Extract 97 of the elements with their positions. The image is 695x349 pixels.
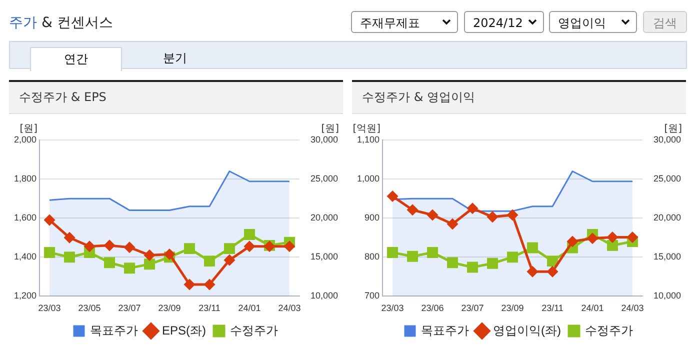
point <box>184 243 195 254</box>
point <box>124 242 135 253</box>
point <box>124 262 135 274</box>
y-tick-label: 1,200 <box>14 290 37 301</box>
y-axis-title: [원] <box>20 124 38 135</box>
point <box>204 256 215 267</box>
y2-tick-label: 30,000 <box>310 134 338 144</box>
point <box>527 266 538 277</box>
point <box>527 242 538 254</box>
point <box>387 190 398 202</box>
point <box>487 212 498 222</box>
y-tick-label: 1,100 <box>356 134 380 144</box>
point <box>547 266 558 277</box>
y-axis-title: [억원] <box>352 124 381 135</box>
point <box>184 279 195 290</box>
y2-tick-label: 30,000 <box>653 134 682 144</box>
point <box>104 240 115 251</box>
y-tick-label: 1,800 <box>14 174 37 184</box>
point <box>244 229 255 240</box>
y-tick-label: 2,000 <box>14 134 37 144</box>
chart-title: 수정주가 & EPS <box>9 82 343 114</box>
point <box>507 210 518 220</box>
y-tick-label: 1,400 <box>14 252 37 262</box>
y2-axis-title: [원] <box>321 124 340 135</box>
x-tick-label: 23/05 <box>78 303 101 314</box>
y-tick-label: 1,000 <box>356 174 380 184</box>
point <box>224 243 235 254</box>
point <box>204 279 215 290</box>
x-tick-label: 24/01 <box>238 303 261 314</box>
point <box>627 232 638 242</box>
point <box>447 257 458 268</box>
y2-tick-label: 10,000 <box>310 290 338 301</box>
point <box>144 258 155 270</box>
point <box>487 258 498 269</box>
point <box>407 204 418 216</box>
point <box>64 252 76 263</box>
y2-tick-label: 25,000 <box>653 174 682 184</box>
x-tick-label: 23/09 <box>501 303 524 314</box>
x-tick-label: 23/07 <box>461 303 484 314</box>
y2-tick-label: 20,000 <box>310 212 338 223</box>
y-tick-label: 800 <box>364 252 380 262</box>
legend-label: 영업이익(좌) <box>493 323 562 338</box>
point <box>64 232 75 243</box>
y2-axis-title: [원] <box>664 124 682 135</box>
x-tick-label: 24/03 <box>278 303 301 314</box>
legend-label: EPS(좌) <box>162 323 206 338</box>
x-tick-label: 23/03 <box>38 303 61 314</box>
point <box>546 256 558 267</box>
point <box>144 250 155 260</box>
legend-label: 수정주가 <box>230 323 278 338</box>
x-tick-label: 23/11 <box>542 303 564 314</box>
point <box>164 248 175 260</box>
point <box>467 203 478 214</box>
point <box>427 210 438 220</box>
legend-label: 목표주가 <box>90 323 138 338</box>
text: 검색 <box>643 11 687 33</box>
y2-tick-label: 15,000 <box>653 252 682 262</box>
y2-tick-label: 10,000 <box>653 290 682 301</box>
point <box>467 262 478 273</box>
y-tick-label: 900 <box>364 212 380 223</box>
x-tick-label: 23/07 <box>118 303 141 314</box>
point <box>606 240 618 251</box>
point <box>244 241 255 252</box>
text: 주재무제표 <box>360 16 420 30</box>
legend-label: 수정주가 <box>584 323 633 338</box>
text: 연간 <box>30 47 122 71</box>
x-tick-label: 23/03 <box>381 303 404 314</box>
y-tick-label: 1,600 <box>14 212 37 223</box>
y-tick-label: 700 <box>364 290 380 301</box>
text: 영업이익 <box>558 16 606 30</box>
legend-label: 목표주가 <box>421 323 470 338</box>
point <box>607 232 618 242</box>
point <box>44 214 55 226</box>
text: 분기 <box>162 50 188 67</box>
point <box>407 250 418 262</box>
y2-tick-label: 20,000 <box>653 212 682 223</box>
x-tick-label: 23/09 <box>158 303 181 314</box>
point <box>104 257 115 268</box>
point <box>507 252 518 263</box>
x-tick-label: 23/11 <box>198 303 220 314</box>
text: 2024/12 <box>473 16 523 30</box>
point <box>447 218 458 230</box>
point <box>84 241 95 252</box>
point <box>427 246 438 258</box>
x-tick-label: 24/01 <box>581 303 604 314</box>
y2-tick-label: 15,000 <box>310 252 338 262</box>
point <box>44 246 56 258</box>
point <box>587 233 598 244</box>
chart-title: 수정주가 & 영업이익 <box>352 82 686 114</box>
x-tick-label: 23/06 <box>421 303 444 314</box>
point <box>387 246 398 258</box>
point <box>224 254 235 266</box>
y2-tick-label: 25,000 <box>310 174 338 184</box>
x-tick-label: 24/03 <box>621 303 644 314</box>
text: 주가 & 컨센서스 <box>9 14 113 32</box>
point <box>567 236 578 247</box>
point <box>284 241 295 252</box>
